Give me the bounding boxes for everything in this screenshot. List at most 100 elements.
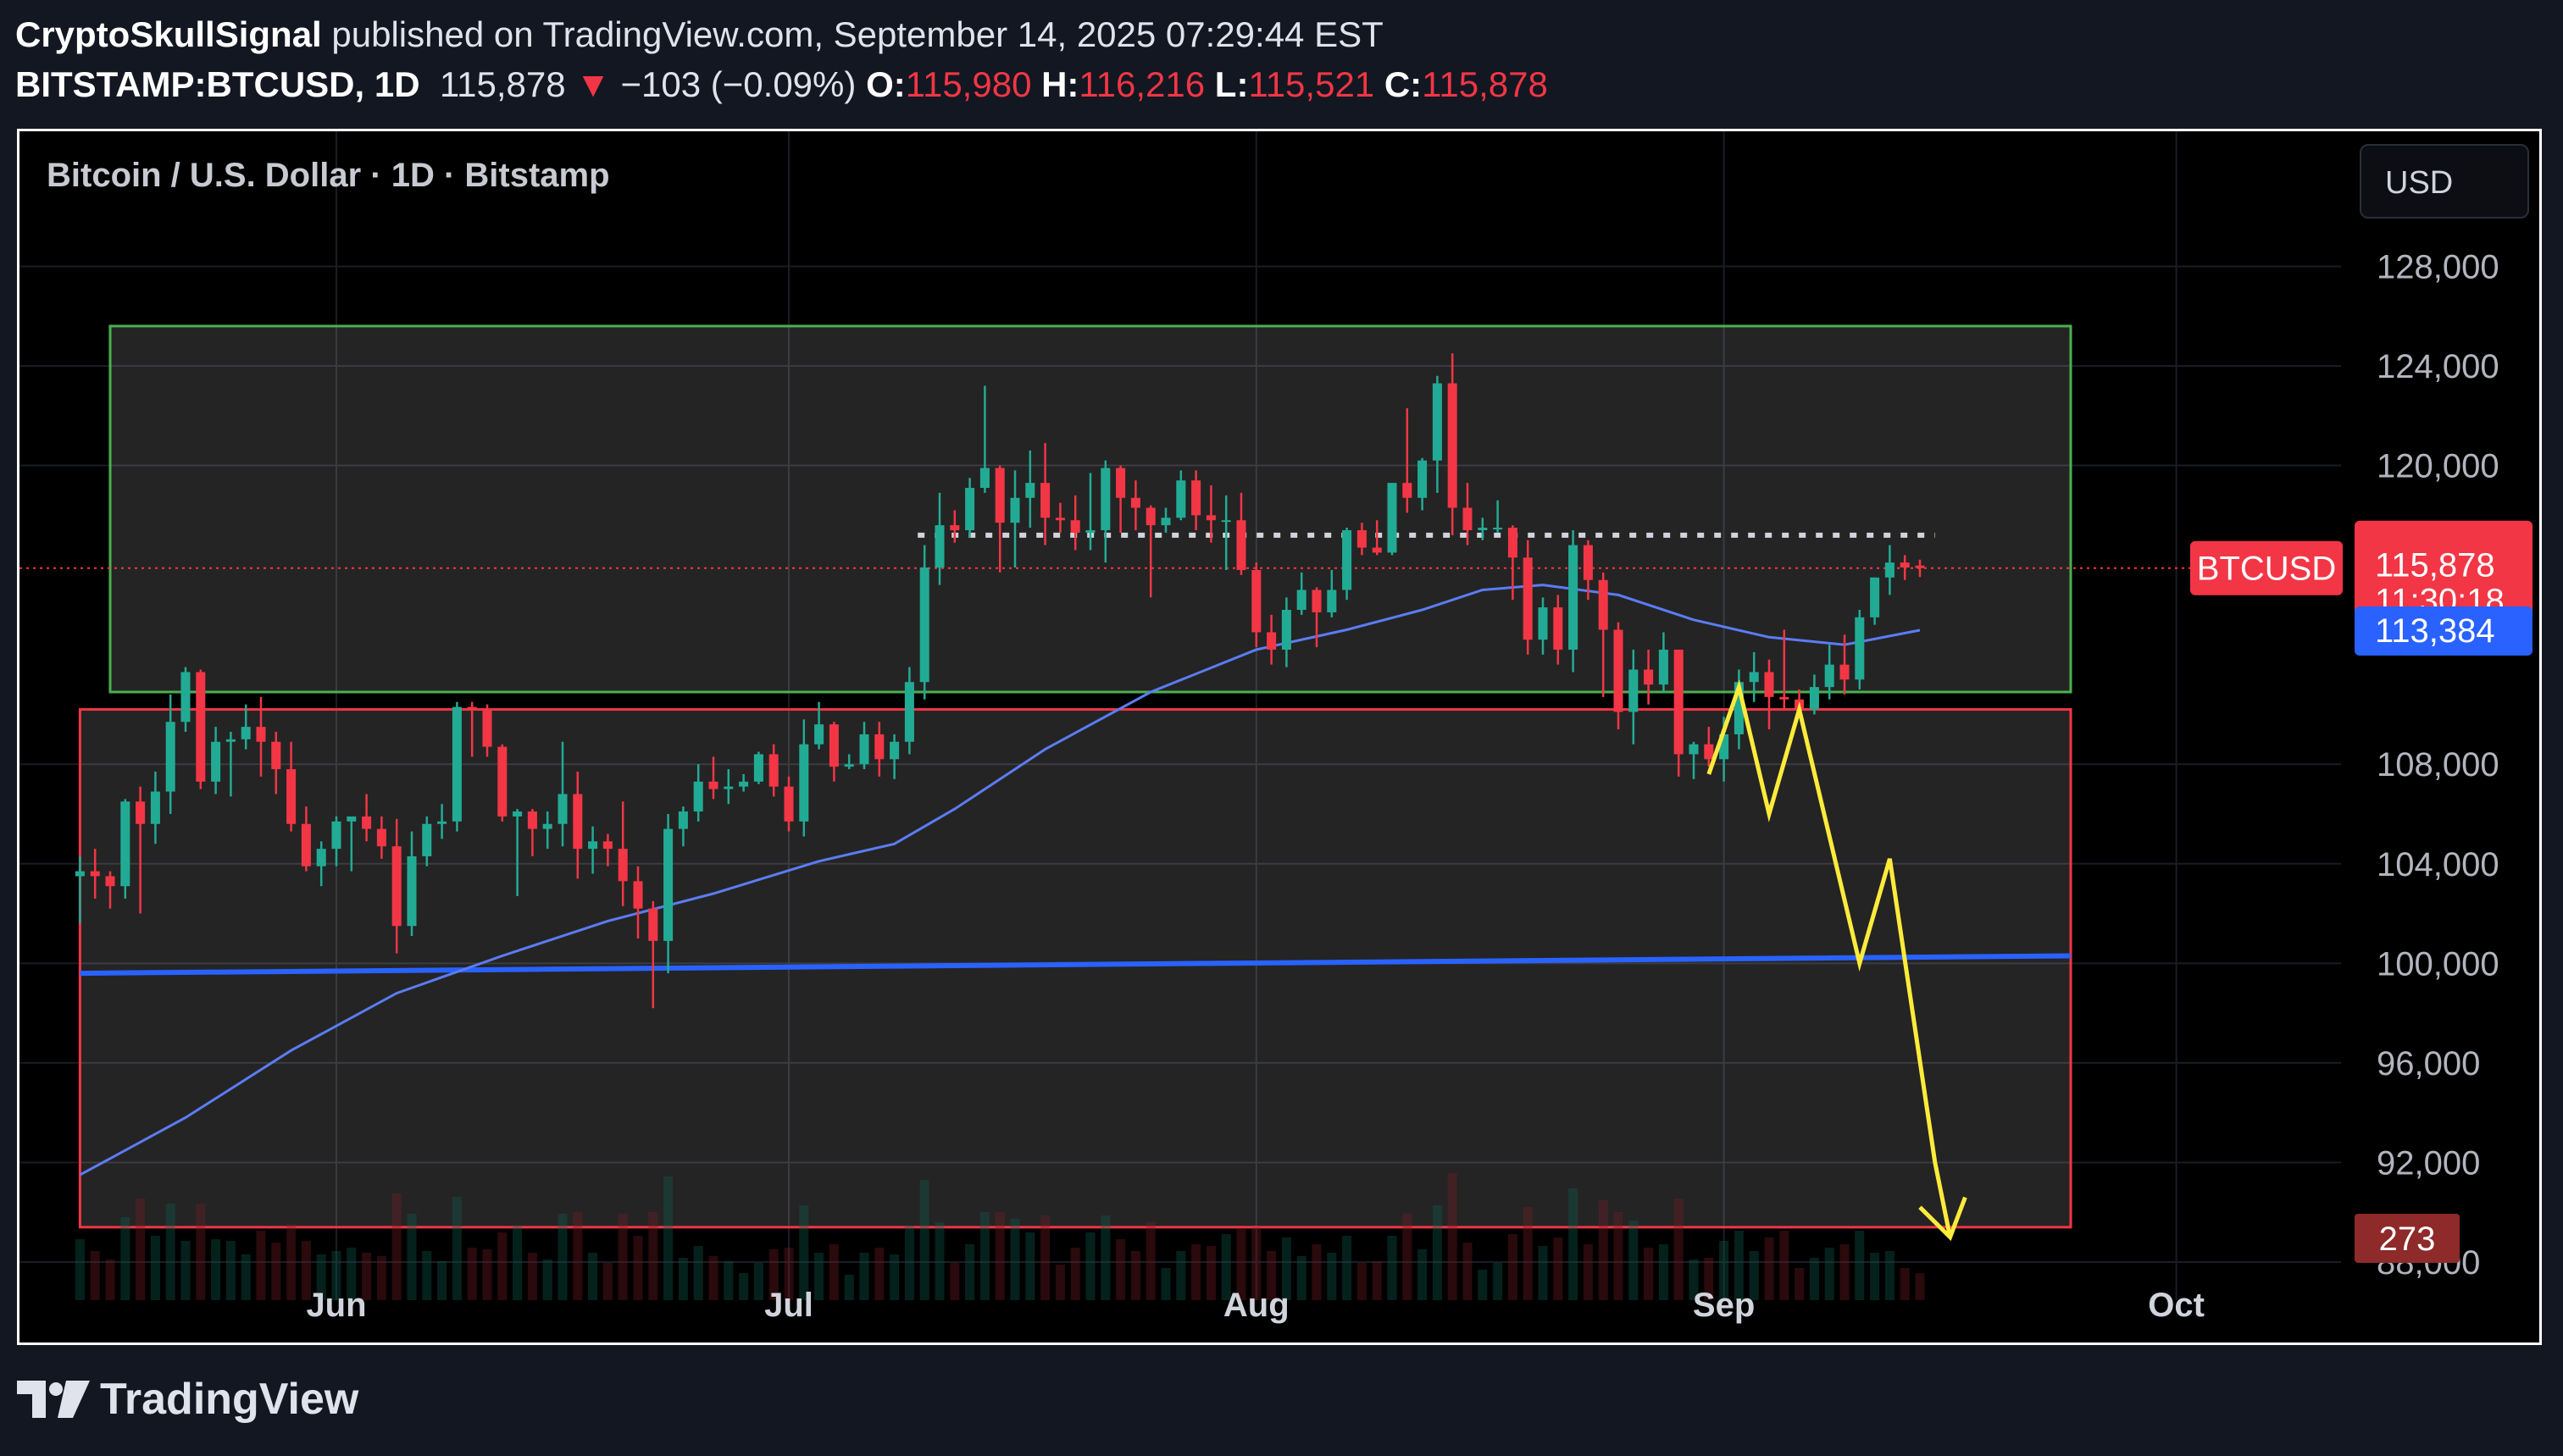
candle-body bbox=[1644, 669, 1654, 685]
candle-body bbox=[1085, 529, 1096, 533]
volume-bar bbox=[1915, 1273, 1925, 1300]
y-tick-label: 104,000 bbox=[2377, 846, 2499, 883]
candle-body bbox=[225, 739, 236, 742]
candle bbox=[105, 871, 115, 909]
candle-body bbox=[196, 672, 206, 782]
candle-body bbox=[286, 769, 297, 824]
candle-body bbox=[799, 744, 809, 822]
volume-bar bbox=[768, 1249, 779, 1300]
candle bbox=[482, 704, 492, 757]
candle-body bbox=[391, 846, 402, 927]
volume-bar bbox=[724, 1261, 734, 1300]
candle-body bbox=[1583, 545, 1593, 580]
candle-body bbox=[829, 724, 839, 767]
candle bbox=[768, 744, 779, 797]
volume-bar bbox=[919, 1180, 929, 1300]
projection-path bbox=[1706, 679, 1953, 1238]
volume-bar bbox=[1462, 1243, 1473, 1300]
candle-body bbox=[165, 722, 175, 792]
candle-body bbox=[1749, 672, 1759, 683]
candle-body bbox=[482, 709, 492, 747]
candle-body bbox=[316, 849, 326, 866]
candle-body bbox=[527, 811, 537, 829]
price-chart[interactable]: 128,000 124,000 120,000 108,000 104,000 100,0… bbox=[19, 131, 2539, 1343]
author-name[interactable]: CryptoSkullSignal bbox=[15, 14, 322, 54]
candle-body bbox=[1568, 545, 1578, 650]
volume-bar bbox=[1432, 1205, 1442, 1300]
ma-tag-value: 113,384 bbox=[2375, 612, 2495, 650]
candle bbox=[347, 816, 357, 872]
candle-body bbox=[890, 741, 900, 760]
volume-bar bbox=[286, 1224, 297, 1300]
volume-bar bbox=[1764, 1237, 1774, 1300]
candle bbox=[1387, 483, 1397, 556]
volume-bar bbox=[407, 1214, 417, 1300]
candle-body bbox=[1296, 590, 1306, 611]
volume-bar bbox=[1296, 1256, 1306, 1300]
volume-bar bbox=[1206, 1246, 1216, 1300]
candle bbox=[1085, 473, 1096, 551]
candle bbox=[1598, 572, 1608, 697]
candle-body bbox=[1870, 577, 1880, 617]
volume-bar bbox=[1251, 1227, 1262, 1300]
candle bbox=[225, 732, 236, 797]
last-price: 115,878 bbox=[439, 64, 566, 104]
candle bbox=[1191, 470, 1201, 530]
candle bbox=[1658, 632, 1668, 692]
currency-button[interactable]: USD bbox=[2360, 144, 2529, 219]
volume-bar bbox=[965, 1244, 975, 1300]
candle bbox=[1432, 375, 1442, 493]
low-value: 115,521 bbox=[1248, 64, 1375, 104]
publish-line: CryptoSkullSignal published on TradingVi… bbox=[15, 10, 1548, 59]
candle-body bbox=[1507, 528, 1517, 558]
candle-body bbox=[708, 781, 718, 789]
candle bbox=[1312, 587, 1322, 648]
candle bbox=[1251, 562, 1262, 648]
candle bbox=[602, 833, 613, 866]
candle-body bbox=[150, 791, 160, 824]
candle-body bbox=[422, 823, 432, 856]
volume-bar bbox=[1538, 1246, 1548, 1300]
candle-body bbox=[467, 706, 477, 710]
volume-bar bbox=[1010, 1219, 1020, 1300]
symbol-label: BITSTAMP:BTCUSD, 1D bbox=[15, 64, 420, 104]
volume-bar bbox=[1372, 1261, 1382, 1300]
volume-bar bbox=[1070, 1248, 1080, 1300]
candle bbox=[1101, 460, 1111, 563]
volume-bar bbox=[467, 1248, 477, 1300]
volume-bar bbox=[1478, 1270, 1488, 1300]
moving-average-line bbox=[79, 584, 1921, 1176]
volume-bar bbox=[150, 1236, 160, 1300]
volume-bar bbox=[1583, 1244, 1593, 1300]
candle bbox=[75, 855, 85, 924]
chart-panel[interactable]: 128,000 124,000 120,000 108,000 104,000 100,0… bbox=[17, 129, 2542, 1345]
candle bbox=[950, 510, 960, 543]
volume-bar bbox=[497, 1232, 508, 1300]
volume-bar bbox=[211, 1239, 221, 1300]
candle bbox=[799, 719, 809, 837]
volume-bar bbox=[829, 1244, 839, 1300]
projection-arrowhead bbox=[1918, 1196, 1967, 1242]
candle bbox=[1296, 572, 1306, 615]
price-tag-value: 115,878 bbox=[2375, 547, 2495, 584]
candle-body bbox=[211, 741, 221, 782]
volume-bar bbox=[331, 1251, 341, 1300]
candle bbox=[362, 794, 372, 842]
volume-bar bbox=[1598, 1200, 1608, 1300]
candle bbox=[708, 756, 718, 800]
candle bbox=[890, 734, 900, 779]
volume-bar bbox=[739, 1273, 749, 1300]
candle bbox=[935, 492, 945, 585]
y-tick-label: 120,000 bbox=[2377, 448, 2499, 485]
candle bbox=[1327, 569, 1337, 617]
candle bbox=[1402, 407, 1412, 513]
candle-body bbox=[1538, 607, 1548, 640]
candle bbox=[724, 769, 734, 805]
symbol-tag-text: BTCUSD bbox=[2197, 551, 2336, 588]
volume-bar bbox=[1734, 1231, 1744, 1300]
candle bbox=[1884, 545, 1895, 595]
volume-bar bbox=[633, 1236, 643, 1300]
candle-body bbox=[1432, 383, 1442, 461]
volume-bar bbox=[316, 1254, 326, 1300]
candle-body bbox=[136, 801, 146, 824]
